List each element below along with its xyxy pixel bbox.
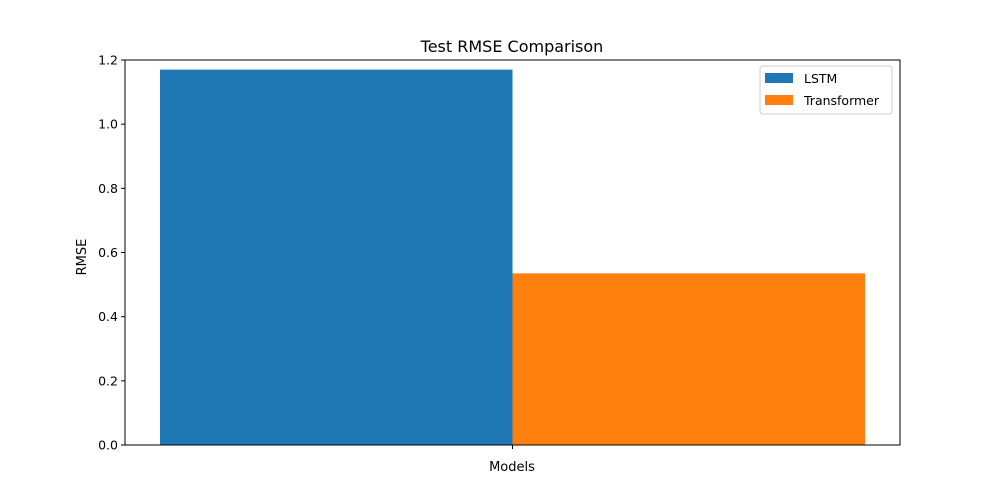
bar-transformer	[512, 273, 865, 445]
bars-layer	[160, 69, 865, 445]
chart-title: Test RMSE Comparison	[420, 37, 604, 56]
y-tick-label: 0.8	[98, 181, 118, 196]
legend-label-transformer: Transformer	[803, 93, 880, 108]
legend-label-lstm: LSTM	[804, 71, 837, 86]
legend: LSTM Transformer	[759, 65, 893, 115]
bar-lstm	[160, 69, 513, 445]
y-tick-label: 0.4	[98, 309, 118, 324]
legend-swatch-lstm	[765, 73, 793, 83]
y-tick-label: 1.0	[98, 117, 118, 132]
legend-swatch-transformer	[765, 95, 793, 105]
y-tick-label: 0.2	[98, 373, 118, 388]
axes-layer: 0.0 0.2 0.4 0.6 0.8 1.0 1.2	[98, 53, 901, 453]
x-axis-label: Models	[489, 460, 535, 475]
y-tick-label: 1.2	[98, 53, 118, 68]
y-axis-label: RMSE	[75, 239, 90, 276]
y-tick-label: 0.6	[98, 245, 118, 260]
y-tick-label: 0.0	[98, 438, 118, 453]
